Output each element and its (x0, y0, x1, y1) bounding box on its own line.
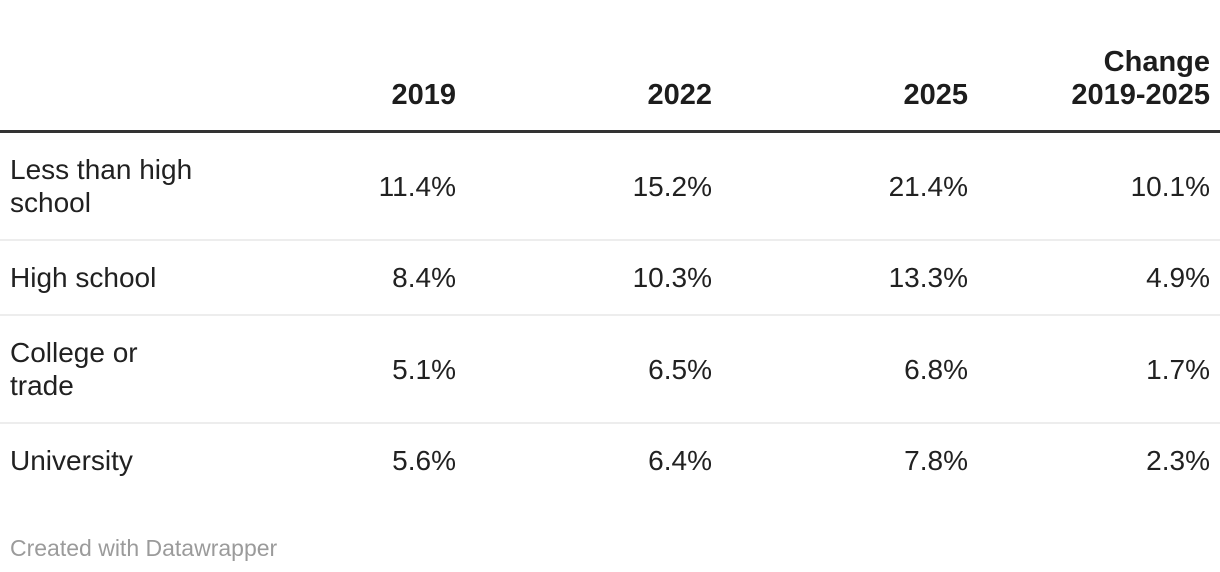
cell-change: 1.7% (968, 315, 1220, 424)
header-row-label (0, 46, 210, 133)
cell-2019: 5.1% (210, 315, 456, 424)
table-row-high-school: High school 8.4% 10.3% 13.3% 4.9% (0, 240, 1220, 316)
cell-2022: 15.2% (456, 131, 712, 241)
cell-2019: 11.4% (210, 131, 456, 241)
table-row-less-than-high-school: Less than high school 11.4% 15.2% 21.4% … (0, 131, 1220, 241)
cell-change: 10.1% (968, 131, 1220, 241)
cell-2022: 6.4% (648, 445, 712, 476)
datawrapper-credit-link[interactable]: Created with Datawrapper (10, 535, 278, 561)
row-label: High school (0, 240, 210, 316)
table-row-university: University 5.6% 6.4% 7.8% 2.3% (0, 423, 1220, 497)
cell-2025: 7.8% (904, 445, 968, 476)
header-2022: 2022 (456, 46, 712, 133)
cell-change: 4.9% (968, 240, 1220, 316)
header-2019: 2019 (210, 46, 456, 133)
cell-change: 2.3% (1146, 445, 1210, 476)
row-label: College or trade (0, 315, 210, 424)
data-table: 2019 2022 2025 Change 2019-2025 Less tha… (0, 46, 1220, 497)
row-label: University (10, 445, 133, 476)
row-label: Less than high school (0, 131, 210, 241)
cell-2019: 5.6% (392, 445, 456, 476)
cell-2022: 6.5% (456, 315, 712, 424)
cell-2025: 6.8% (712, 315, 968, 424)
cell-2022: 10.3% (456, 240, 712, 316)
header-2025: 2025 (712, 46, 968, 133)
cell-2025: 13.3% (712, 240, 968, 316)
header-change-2019-2025: Change 2019-2025 (968, 46, 1220, 133)
cell-2019: 8.4% (210, 240, 456, 316)
table-row-college-or-trade: College or trade 5.1% 6.5% 6.8% 1.7% (0, 315, 1220, 424)
header-row: 2019 2022 2025 Change 2019-2025 (0, 46, 1220, 133)
cell-2025: 21.4% (712, 131, 968, 241)
